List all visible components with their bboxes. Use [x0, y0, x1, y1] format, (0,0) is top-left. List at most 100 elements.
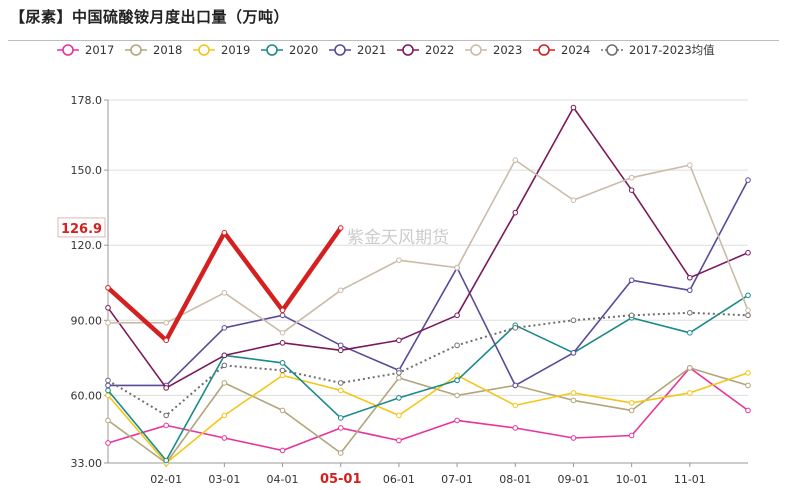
- data-point-2024: [105, 284, 111, 291]
- series-line-2023: [108, 159, 749, 334]
- data-point-avg: [454, 342, 460, 349]
- y-tick-label: 33.00: [71, 457, 103, 470]
- data-point-2022: [221, 352, 228, 359]
- x-tick-label: 02-01: [150, 473, 182, 486]
- data-point-2017: [512, 425, 519, 431]
- x-tick-label: 08-01: [499, 473, 531, 486]
- data-point-2021: [570, 350, 577, 356]
- data-point-2020: [745, 292, 751, 299]
- data-point-avg: [105, 377, 111, 384]
- data-point-2020: [105, 387, 111, 394]
- data-point-2022: [163, 385, 169, 391]
- series-2023: [105, 157, 751, 336]
- data-point-2023: [337, 287, 344, 294]
- series-line-2018: [107, 367, 749, 464]
- chart-grid: [108, 99, 748, 464]
- data-point-2020: [687, 330, 693, 336]
- series-line-2022: [107, 106, 749, 389]
- data-point-2021: [337, 342, 344, 349]
- x-tick-label: 05-01: [320, 472, 362, 487]
- data-point-2019: [570, 390, 577, 396]
- data-point-2022: [512, 209, 519, 216]
- data-point-avg: [337, 380, 344, 386]
- data-point-avg: [396, 370, 402, 376]
- data-point-2023: [221, 289, 228, 296]
- data-point-2022: [454, 312, 460, 319]
- legend-item-2021[interactable]: 2021: [329, 43, 386, 57]
- data-point-avg: [628, 312, 635, 319]
- legend-label-avg: 2017-2023均值: [629, 43, 715, 57]
- data-point-2017: [337, 425, 344, 431]
- watermark: 紫金天风期货: [347, 228, 449, 248]
- data-point-2021: [687, 287, 693, 294]
- data-point-2023: [745, 307, 751, 314]
- data-point-avg: [745, 312, 751, 319]
- data-point-2018: [279, 407, 286, 414]
- x-tick-label: 06-01: [383, 473, 415, 486]
- data-point-2018: [337, 450, 344, 456]
- legend-item-2022[interactable]: 2022: [397, 43, 454, 57]
- data-point-avg: [570, 317, 577, 324]
- legend-marker-2021: [334, 44, 346, 56]
- chart-legend[interactable]: 2017 2018 2019 2020 2021 2022 2023 2024 2017-202…: [57, 43, 715, 57]
- series-2017: [105, 365, 751, 454]
- series-line-2017: [107, 367, 749, 452]
- legend-item-2017[interactable]: 2017: [57, 43, 114, 57]
- legend-marker-2024: [538, 44, 550, 56]
- legend-marker-2022: [402, 44, 414, 56]
- legend-item-2023[interactable]: 2023: [465, 43, 522, 57]
- data-point-2023: [687, 162, 693, 168]
- data-point-2020: [337, 415, 344, 421]
- data-point-2017: [628, 432, 635, 439]
- data-point-2019: [396, 412, 402, 419]
- series-2022: [105, 104, 751, 391]
- legend-item-2020[interactable]: 2020: [261, 43, 318, 57]
- series-2018: [105, 365, 751, 466]
- data-point-avg: [279, 367, 286, 374]
- data-point-avg: [687, 309, 693, 316]
- data-point-2019: [628, 400, 635, 406]
- series-group: [105, 104, 751, 466]
- y-tick-label: 150.0: [71, 164, 103, 177]
- legend-marker-2018: [130, 44, 142, 56]
- data-point-2022: [396, 337, 402, 344]
- data-point-2023: [279, 330, 286, 336]
- legend-item-2018[interactable]: 2018: [125, 43, 182, 57]
- legend-item-2019[interactable]: 2019: [193, 43, 250, 57]
- legend-label-2019: 2019: [221, 43, 250, 57]
- legend-marker-2019: [198, 44, 210, 56]
- x-tick-label: 03-01: [208, 473, 240, 486]
- legend-label-2021: 2021: [357, 43, 386, 57]
- series-line-2019: [107, 372, 749, 464]
- chart-title: 【尿素】中国硫酸铵月度出口量（万吨）: [10, 8, 290, 26]
- x-tick-label: 04-01: [267, 473, 299, 486]
- data-point-2020: [396, 395, 402, 401]
- data-point-2019: [337, 387, 344, 394]
- data-point-avg: [512, 325, 519, 331]
- series-line-2021: [108, 179, 749, 387]
- legend-label-2018: 2018: [153, 43, 182, 57]
- data-point-2022: [337, 347, 344, 354]
- data-point-2017: [221, 435, 228, 441]
- data-point-2018: [570, 397, 577, 404]
- current-value-callout: 126.9: [57, 217, 106, 238]
- legend-marker-avg: [606, 44, 618, 56]
- data-point-2019: [279, 372, 286, 379]
- y-tick-label: 60.00: [71, 389, 103, 402]
- data-point-2022: [105, 304, 111, 311]
- series-avg: [105, 309, 751, 419]
- data-point-2018: [105, 417, 111, 424]
- data-point-2023: [512, 157, 519, 163]
- legend-label-2020: 2020: [289, 43, 318, 57]
- data-point-2019: [454, 372, 460, 379]
- title-divider: [8, 40, 779, 41]
- series-2024: [105, 225, 344, 344]
- data-point-2018: [628, 407, 635, 414]
- data-point-2023: [105, 320, 111, 326]
- legend-item-avg[interactable]: 2017-2023均值: [601, 43, 715, 57]
- legend-marker-2017: [62, 44, 74, 56]
- y-tick-label: 120.0: [71, 239, 103, 252]
- legend-item-2024[interactable]: 2024: [533, 43, 590, 57]
- data-point-2020: [279, 360, 286, 366]
